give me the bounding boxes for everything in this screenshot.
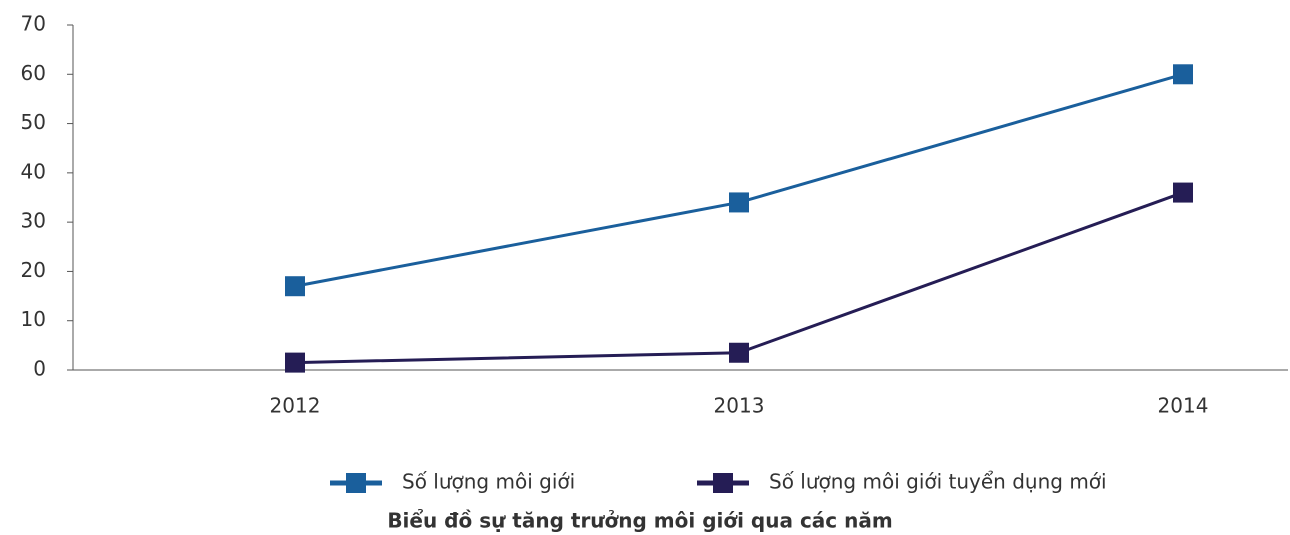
legend-marker [713,473,733,493]
series-line [294,191,1184,365]
point-marker [729,342,749,363]
legend-label: Số lượng môi giới tuyển dụng mới [769,470,1107,494]
x-tick-label: 2013 [714,394,765,418]
point-marker [285,276,305,297]
y-tick-label: 60 [21,61,46,85]
chart-title: Biểu đồ sự tăng trưởng môi giới qua các … [387,509,892,533]
y-tick-label: 30 [21,209,46,233]
point-marker [729,192,749,213]
y-tick-label: 40 [21,159,46,183]
legend-marker [346,473,366,493]
x-tick-label: 2014 [1158,394,1209,418]
y-tick-label: 10 [21,307,46,331]
y-tick-label: 70 [21,12,46,36]
point-marker [1173,64,1193,85]
y-tick-label: 20 [21,258,46,282]
series-line [294,72,1184,288]
y-tick-label: 50 [21,110,46,134]
x-tick-label: 2012 [270,394,321,418]
legend-label: Số lượng môi giới [402,470,575,494]
point-marker [285,352,305,373]
point-marker [1173,182,1193,203]
y-tick-label: 0 [33,357,46,381]
